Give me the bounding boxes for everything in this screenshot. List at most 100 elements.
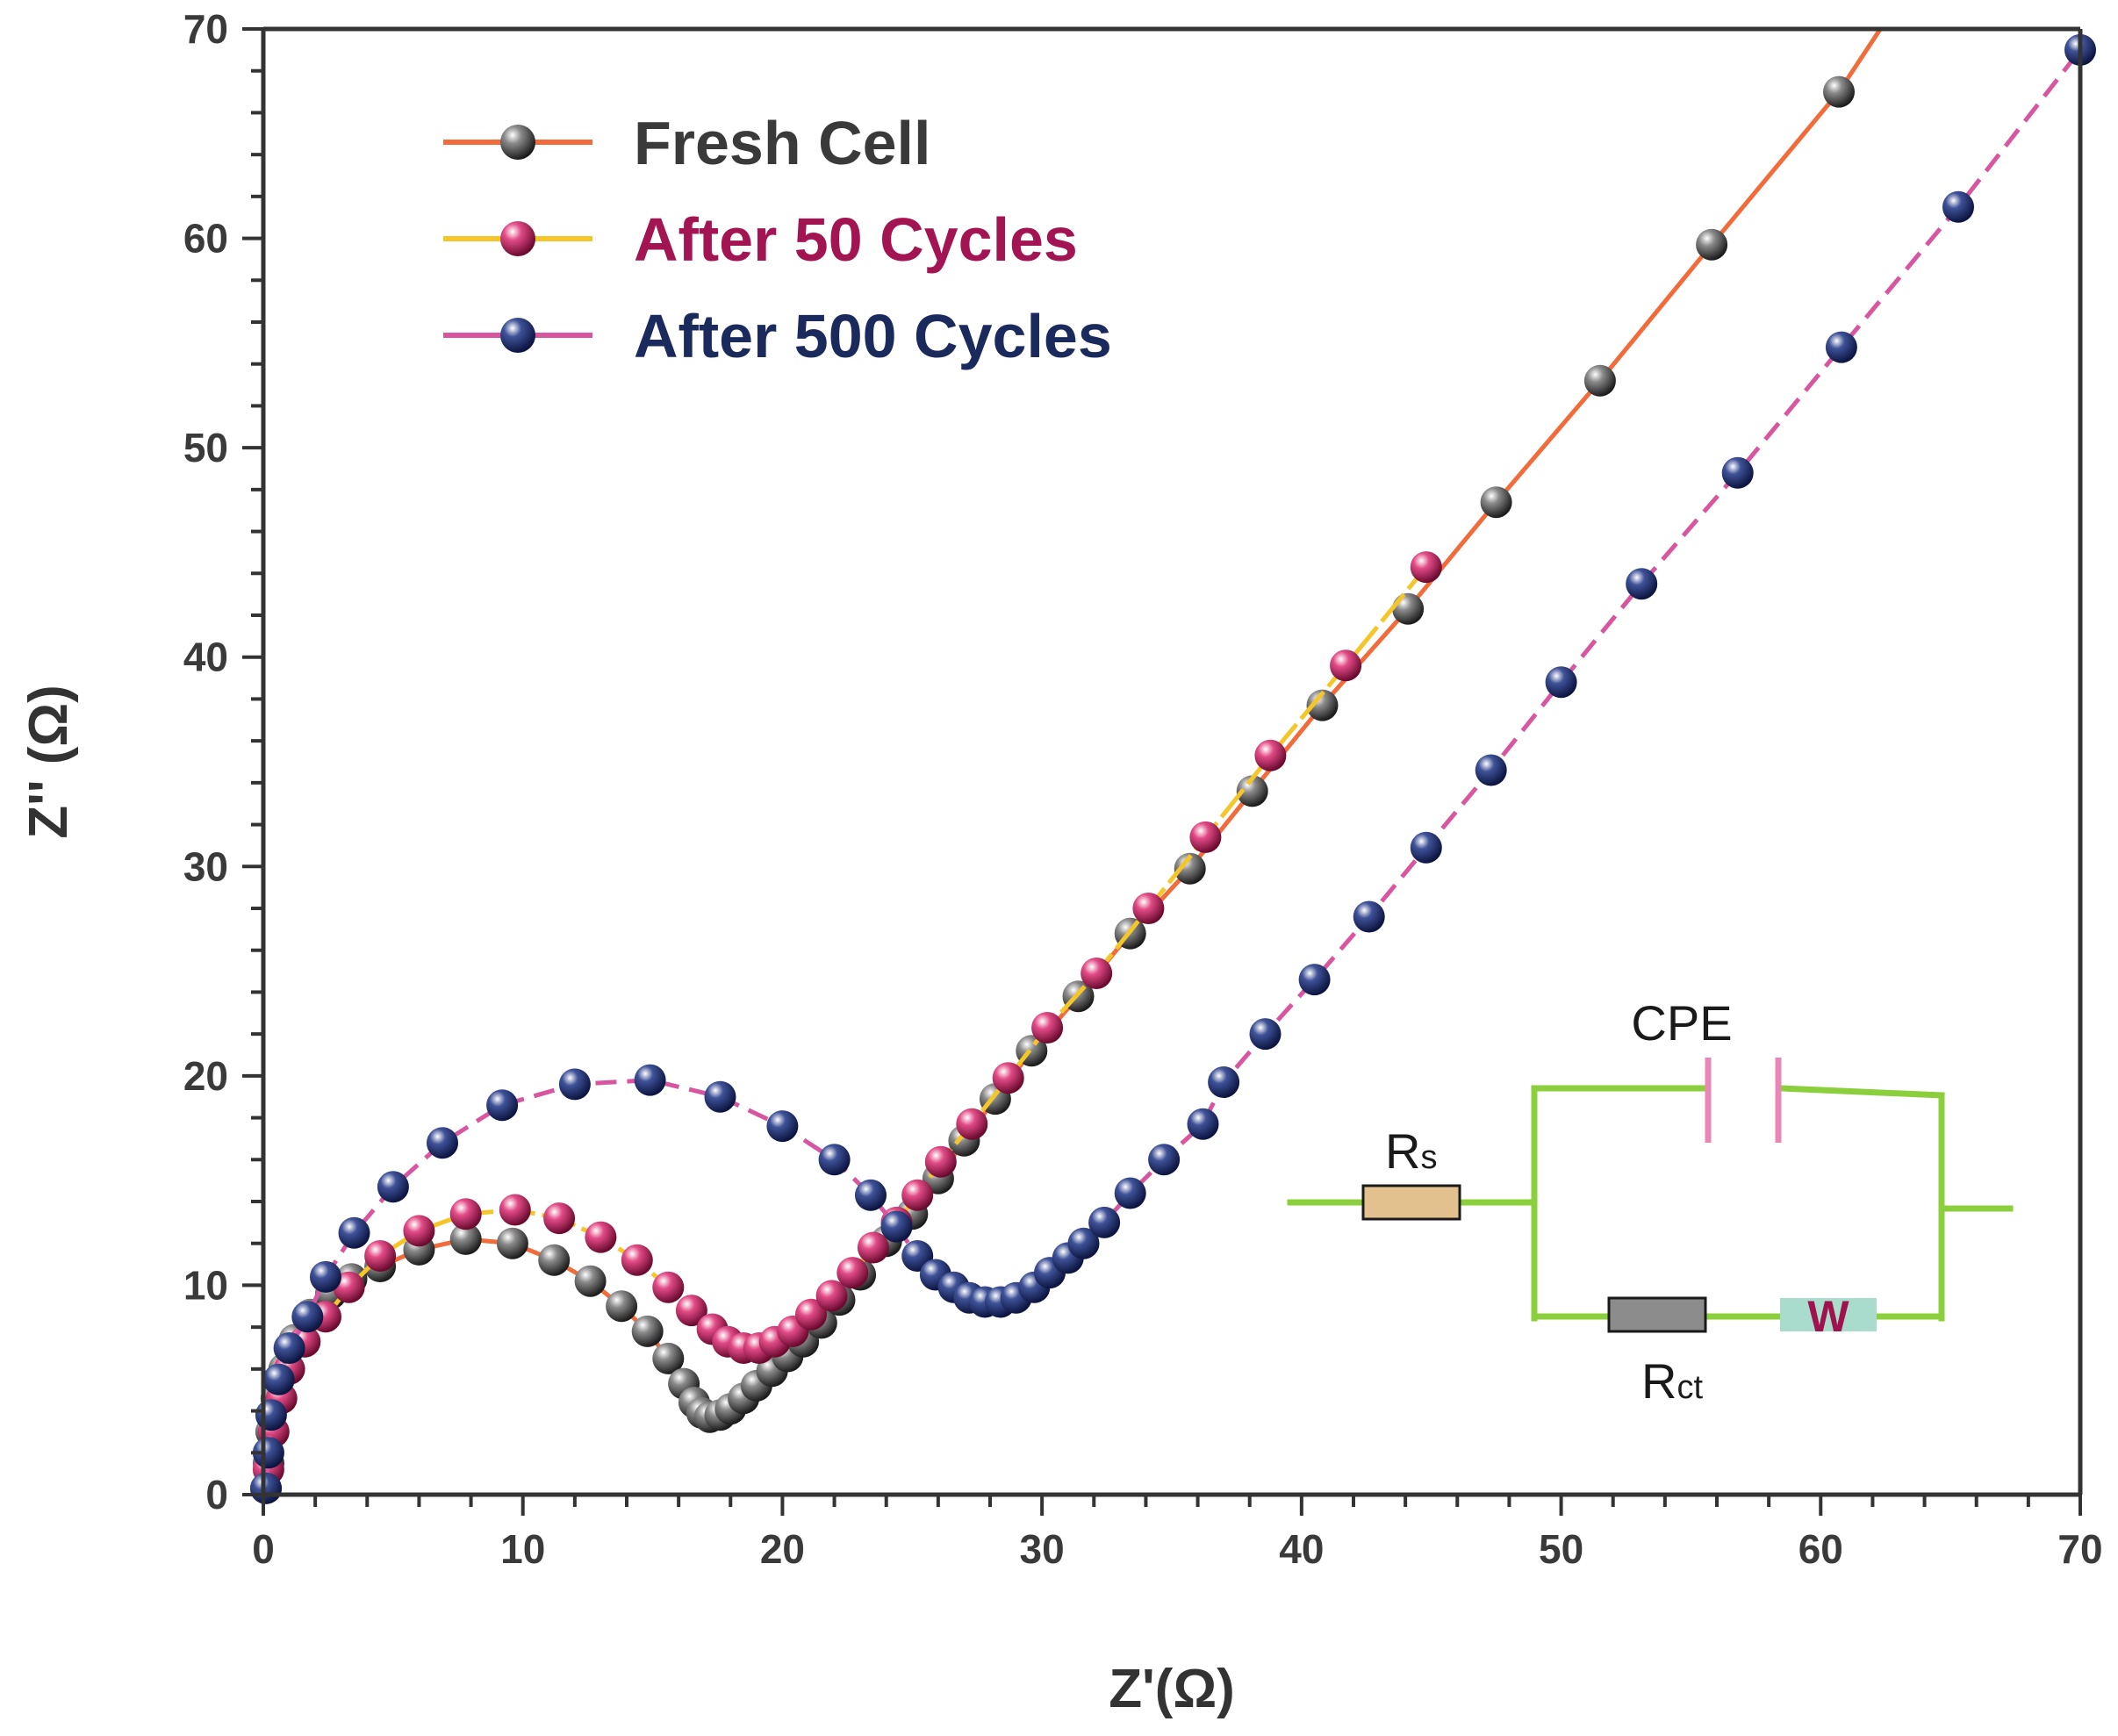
series-2-point xyxy=(634,1064,666,1096)
y-tick-label: 40 xyxy=(183,635,228,680)
series-2-point xyxy=(1626,568,1658,600)
series-0-point xyxy=(538,1244,571,1276)
series-1-point xyxy=(403,1215,435,1247)
series-0-point xyxy=(449,1223,482,1255)
series-0-point xyxy=(574,1265,607,1297)
y-tick-label: 60 xyxy=(183,216,228,262)
series-2-point xyxy=(880,1210,913,1243)
wire-top-right xyxy=(1777,1085,1945,1099)
series-1-point xyxy=(652,1271,685,1303)
series-1-point xyxy=(364,1240,397,1272)
x-tick-label: 0 xyxy=(252,1526,275,1572)
series-1-point xyxy=(1132,893,1165,924)
series-2-point xyxy=(310,1260,341,1293)
series-0-point xyxy=(1392,592,1425,625)
series-1-point xyxy=(795,1298,827,1331)
warburg-element xyxy=(1780,1298,1877,1331)
series-1-line xyxy=(266,565,1428,1470)
series-2-point xyxy=(704,1080,736,1113)
series-1-point xyxy=(1410,551,1442,584)
series-0-point xyxy=(1583,364,1616,397)
rs-label: Rs xyxy=(1385,1123,1437,1179)
series-1-point xyxy=(621,1244,653,1276)
series-2-point xyxy=(1410,831,1442,864)
series-1-point xyxy=(449,1198,482,1230)
series-1-point xyxy=(836,1257,869,1289)
series-0-point xyxy=(1236,775,1268,807)
series-1-point xyxy=(815,1280,848,1312)
legend-entry-0: Fresh Cell xyxy=(443,109,930,177)
series-2-point xyxy=(855,1179,887,1211)
series-1-point xyxy=(1189,821,1222,853)
series-1-point xyxy=(924,1145,957,1178)
series-0-point xyxy=(1480,486,1512,519)
series-2-point xyxy=(255,1399,287,1431)
series-1-point xyxy=(675,1295,707,1327)
cpe-label: CPE xyxy=(1631,995,1732,1051)
series-2-point xyxy=(250,1472,282,1504)
x-tick-label: 30 xyxy=(1020,1526,1065,1572)
x-tick-label: 10 xyxy=(500,1526,545,1572)
x-tick-label: 70 xyxy=(2057,1526,2102,1572)
circuit-wires xyxy=(1287,1085,2014,1322)
series-2-point xyxy=(262,1363,295,1395)
axes: 0 10 20 30 40 50 60 70 0 10 20 30 40 50 60 70 Z'(Ω) Z'' (… xyxy=(18,6,2103,1719)
series-1-point xyxy=(956,1108,988,1140)
series-2-point xyxy=(486,1089,519,1122)
series-0-point xyxy=(496,1227,528,1259)
series-0-point xyxy=(631,1315,664,1347)
legend: Fresh Cell After 50 Cycles After 500 Cycle… xyxy=(443,109,1112,370)
series-0-point xyxy=(1174,852,1206,885)
series-2-point xyxy=(1187,1108,1219,1140)
legend-marker-1 xyxy=(500,221,535,256)
y-tick-label: 70 xyxy=(183,6,228,52)
series-0-point xyxy=(606,1290,638,1323)
rct-label-sub: ct xyxy=(1676,1369,1703,1406)
series-1-point xyxy=(1081,958,1113,989)
x-tick-label: 50 xyxy=(1539,1526,1583,1572)
series-2-point xyxy=(1208,1066,1240,1098)
series-1-point xyxy=(543,1202,576,1235)
y-tick-label: 30 xyxy=(183,843,228,889)
x-axis-label: Z'(Ω) xyxy=(1109,1659,1235,1719)
series-2-point xyxy=(1249,1018,1282,1051)
y-tick-label: 50 xyxy=(183,425,228,470)
series-1-point xyxy=(585,1221,617,1253)
series-0-point xyxy=(652,1342,685,1374)
series-0-point xyxy=(1306,689,1339,721)
rct-label-main: R xyxy=(1641,1353,1676,1409)
rs-label-main: R xyxy=(1385,1123,1420,1179)
series-2-point xyxy=(377,1171,409,1203)
y-tick-label: 20 xyxy=(183,1053,228,1099)
data-series-layer xyxy=(250,27,2096,1504)
series-1-point xyxy=(1330,649,1362,682)
series-1-point xyxy=(1031,1012,1064,1044)
rs-resistor xyxy=(1361,1184,1461,1221)
series-2-point xyxy=(291,1301,324,1333)
series-0-point xyxy=(1696,228,1728,261)
series-2-point xyxy=(558,1068,591,1101)
legend-label-0: Fresh Cell xyxy=(634,109,930,177)
legend-entry-2: After 500 Cycles xyxy=(443,302,1112,370)
x-tick-label: 20 xyxy=(760,1526,805,1572)
series-2-point xyxy=(1825,331,1857,363)
cpe-capacitor xyxy=(1705,1058,1782,1143)
y-axis-label: Z'' (Ω) xyxy=(18,685,79,839)
legend-entry-1: After 50 Cycles xyxy=(443,205,1078,274)
w-label: W xyxy=(1807,1292,1849,1341)
series-2-point xyxy=(273,1332,305,1364)
legend-marker-2 xyxy=(500,318,535,353)
series-1-point xyxy=(901,1179,934,1211)
legend-marker-0 xyxy=(500,125,535,160)
legend-label-2: After 500 Cycles xyxy=(634,302,1112,370)
series-1-point xyxy=(857,1231,889,1264)
series-1-point xyxy=(499,1194,531,1226)
series-2-point xyxy=(1298,964,1331,996)
series-2-point xyxy=(1067,1227,1100,1259)
series-2-point xyxy=(766,1110,799,1143)
series-2-point xyxy=(252,1437,284,1469)
equivalent-circuit-inset: Rs CPE Rct W xyxy=(1287,995,2014,1409)
series-2-point xyxy=(1721,456,1754,489)
series-1-point xyxy=(1254,739,1287,771)
series-2-point xyxy=(1353,900,1385,933)
